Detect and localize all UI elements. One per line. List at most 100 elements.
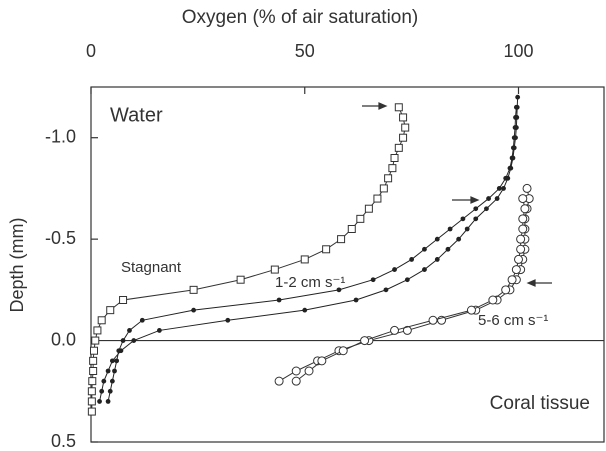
marker xyxy=(516,234,526,244)
marker xyxy=(434,236,440,242)
marker xyxy=(302,307,308,313)
marker xyxy=(300,255,309,264)
marker xyxy=(364,204,373,213)
marker xyxy=(466,305,476,315)
marker xyxy=(515,94,521,100)
x-axis-label: Oxygen (% of air saturation) xyxy=(182,7,419,28)
marker xyxy=(428,315,438,325)
marker xyxy=(338,346,348,356)
marker xyxy=(101,378,107,384)
marker xyxy=(460,216,466,222)
marker xyxy=(112,368,117,374)
marker xyxy=(513,115,518,120)
series xyxy=(97,94,521,404)
x-tick-label: 100 xyxy=(503,41,533,61)
marker xyxy=(456,236,462,242)
marker xyxy=(131,338,137,343)
marker xyxy=(336,287,342,293)
marker xyxy=(127,328,132,333)
arrow-head xyxy=(378,102,388,110)
marker xyxy=(373,194,382,203)
marker xyxy=(513,104,519,110)
marker xyxy=(360,336,370,346)
marker xyxy=(236,275,245,284)
series xyxy=(291,194,530,386)
marker xyxy=(106,306,115,315)
marker xyxy=(390,325,400,335)
marker xyxy=(291,366,301,376)
marker xyxy=(89,346,98,355)
marker xyxy=(87,397,96,406)
marker xyxy=(114,358,120,364)
marker xyxy=(87,387,96,396)
plot-frame xyxy=(90,86,605,443)
x-tick-label: 50 xyxy=(295,41,315,61)
marker xyxy=(383,287,389,293)
marker xyxy=(116,348,122,354)
marker xyxy=(304,366,314,376)
marker xyxy=(119,296,128,304)
marker xyxy=(496,186,502,191)
series-line xyxy=(99,97,519,402)
marker xyxy=(447,226,453,232)
marker xyxy=(404,277,410,283)
annotation: 1-2 cm s⁻¹ xyxy=(275,274,345,291)
arrow-head xyxy=(470,196,480,204)
marker xyxy=(501,285,511,295)
marker xyxy=(494,196,500,201)
marker xyxy=(434,257,440,262)
marker xyxy=(105,399,111,404)
marker xyxy=(507,275,517,285)
marker xyxy=(291,376,301,386)
marker xyxy=(394,103,403,112)
marker xyxy=(422,246,427,252)
annotation: Coral tissue xyxy=(490,393,590,414)
marker xyxy=(91,336,100,345)
marker xyxy=(501,186,506,191)
marker xyxy=(225,317,231,323)
series xyxy=(87,103,410,416)
x-tick-label: 0 xyxy=(86,41,96,61)
marker xyxy=(356,214,365,223)
series xyxy=(105,104,519,404)
marker xyxy=(189,285,198,294)
marker xyxy=(401,123,410,132)
marker xyxy=(270,265,279,274)
y-tick-label: -1.0 xyxy=(45,126,76,146)
annotation: 5-6 cm s⁻¹ xyxy=(478,312,548,329)
marker xyxy=(473,206,479,212)
marker xyxy=(509,155,515,161)
series-line xyxy=(107,107,517,402)
marker xyxy=(409,257,415,262)
arrows xyxy=(362,102,552,287)
marker xyxy=(516,244,526,254)
marker xyxy=(518,224,528,234)
marker xyxy=(422,267,427,272)
marker xyxy=(520,204,530,214)
marker xyxy=(274,376,284,386)
marker xyxy=(93,326,102,335)
marker xyxy=(120,338,126,343)
marker xyxy=(89,356,98,365)
y-tick-label: 0.0 xyxy=(51,329,76,349)
marker xyxy=(384,174,393,183)
marker xyxy=(105,368,111,374)
marker xyxy=(399,133,408,142)
marker xyxy=(139,317,145,323)
marker xyxy=(512,125,518,130)
y-tick-label: -0.5 xyxy=(45,228,76,248)
marker xyxy=(317,356,327,366)
marker xyxy=(276,297,282,303)
marker xyxy=(518,214,528,224)
marker xyxy=(473,216,479,222)
marker xyxy=(510,145,516,151)
marker xyxy=(511,265,521,275)
marker xyxy=(488,295,498,305)
marker xyxy=(347,225,356,233)
annotation: Water xyxy=(110,104,163,126)
marker xyxy=(97,399,102,404)
marker xyxy=(486,196,491,201)
marker xyxy=(399,113,408,122)
marker xyxy=(89,367,98,375)
